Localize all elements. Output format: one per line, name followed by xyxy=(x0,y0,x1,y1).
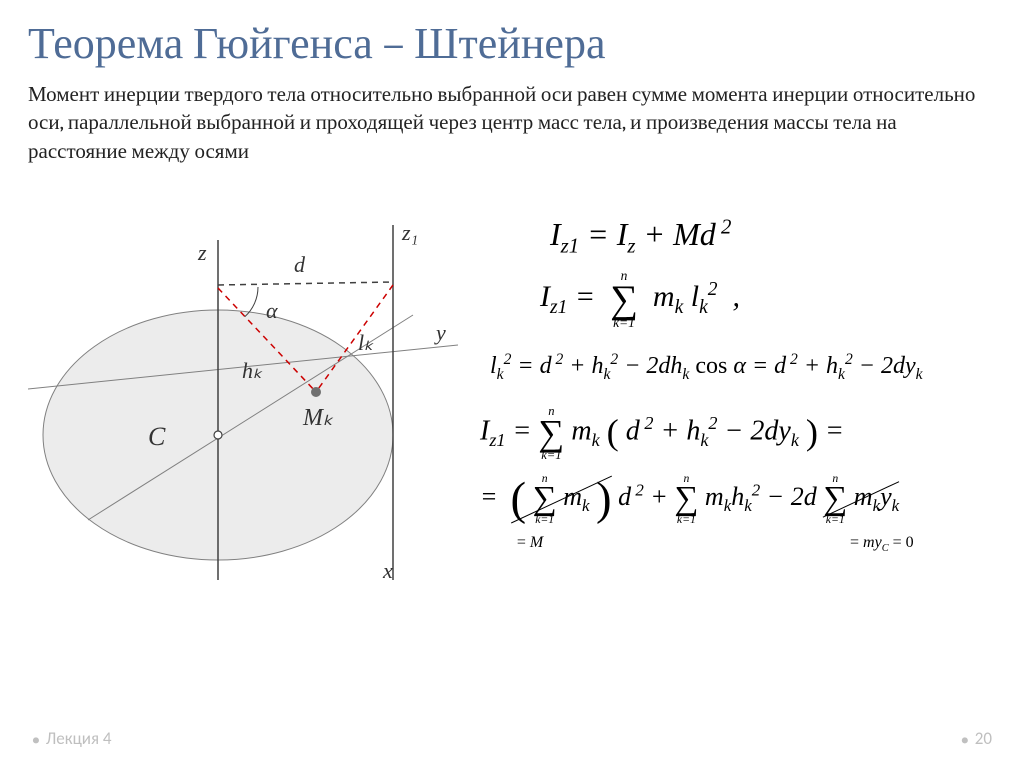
svg-text:lₖ: lₖ xyxy=(358,330,374,355)
footer: ● Лекция 4 ● 20 xyxy=(0,728,1024,749)
formula-3: lk2 = d 2 + hk2 − 2dhk cos α = d 2 + hk2… xyxy=(480,351,1010,385)
svg-text:z₁: z₁ xyxy=(401,220,418,245)
svg-text:hₖ: hₖ xyxy=(242,358,263,383)
formula-1: Iz1 = Iz + Md 2 xyxy=(480,215,1010,259)
figure: z z₁ dα hₖ lₖ y x C Mₖ xyxy=(28,210,458,610)
svg-text:Mₖ: Mₖ xyxy=(302,405,334,431)
svg-text:α: α xyxy=(266,298,278,323)
theorem-text: Момент инерции твердого тела относительн… xyxy=(28,81,996,166)
svg-text:y: y xyxy=(434,320,446,345)
page-number: 20 xyxy=(975,728,992,749)
svg-text:z: z xyxy=(197,240,207,265)
figure-svg: z z₁ dα hₖ lₖ y x C Mₖ xyxy=(28,210,458,610)
formula-5: = ( n∑k=1 mk ) d 2 + n∑k=1 mkhk2 − 2d n∑… xyxy=(480,471,1010,556)
svg-text:x: x xyxy=(382,558,393,583)
svg-text:d: d xyxy=(294,252,306,277)
term-sum-mk: ( n∑k=1 mk ) xyxy=(511,471,612,527)
svg-text:C: C xyxy=(148,422,166,451)
formula-4: Iz1 = n∑k=1 mk ( d 2 + hk2 − 2dyk ) = xyxy=(480,405,1010,461)
lecture-label: Лекция 4 xyxy=(46,728,112,749)
annotation-M: = M xyxy=(480,533,580,552)
formula-2: Iz1 = n∑k=1 mk lk2 , xyxy=(480,269,1010,329)
bullet-icon: ● xyxy=(961,733,969,748)
annotation-myc: = myC = 0 xyxy=(850,534,914,551)
slide-title: Теорема Гюйгенса – Штейнера xyxy=(28,18,996,69)
bullet-icon: ● xyxy=(32,733,40,748)
formulas: Iz1 = Iz + Md 2 Iz1 = n∑k=1 mk lk2 , lk2… xyxy=(480,215,1010,566)
footer-lecture: ● Лекция 4 xyxy=(32,728,112,749)
footer-page: ● 20 xyxy=(961,728,992,749)
term-sum-mkyk: n∑k=1 mkyk xyxy=(823,473,899,525)
slide: Теорема Гюйгенса – Штейнера Момент инерц… xyxy=(0,0,1024,767)
